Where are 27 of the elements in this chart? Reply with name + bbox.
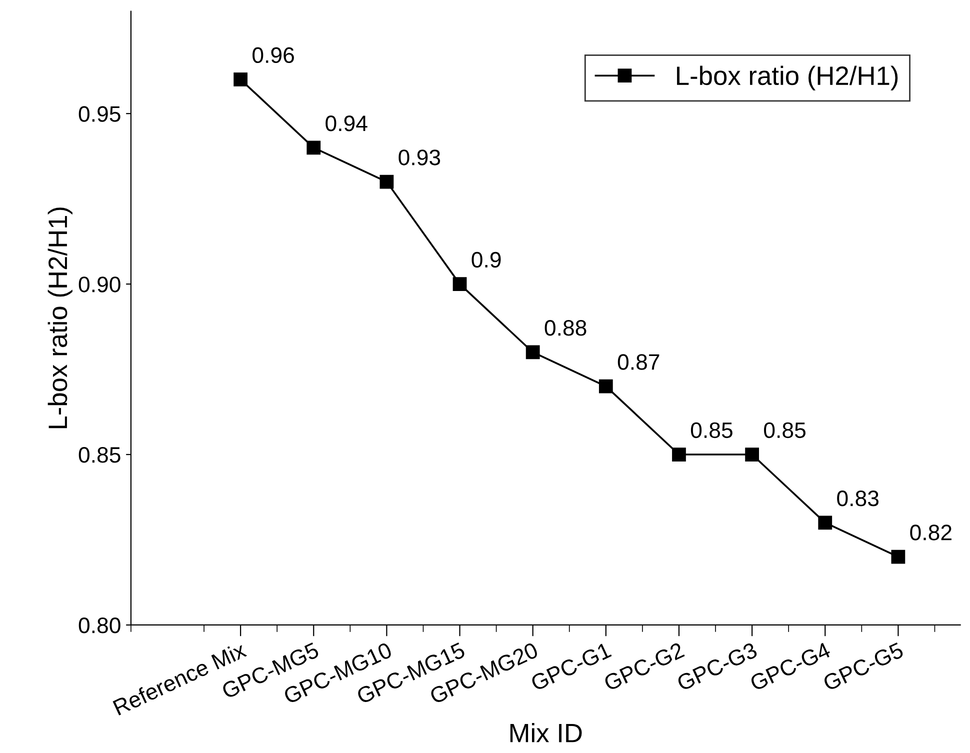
x-axis-title: Mix ID <box>510 723 582 742</box>
data-label: 0.83 <box>837 490 879 506</box>
point <box>598 379 613 394</box>
legend-label: L-box ratio (H2/H1) <box>677 66 898 90</box>
data-label: 0.85 <box>690 422 732 438</box>
point <box>380 174 394 189</box>
data-label: 0.88 <box>544 320 586 336</box>
point <box>818 516 832 530</box>
point <box>452 277 467 291</box>
data-label: 0.96 <box>252 47 294 64</box>
data-label: 0.87 <box>618 354 660 370</box>
point <box>306 140 321 155</box>
data-label: 0.9 <box>472 252 501 268</box>
point <box>891 550 906 564</box>
data-label: 0.82 <box>910 524 952 540</box>
data-label: 0.94 <box>326 115 368 132</box>
point <box>672 448 686 462</box>
point <box>745 448 759 462</box>
y-tick-label: 0.95 <box>78 106 120 122</box>
point <box>234 72 248 86</box>
y-axis-title: L-box ratio (H2/H1) <box>48 208 72 428</box>
data-label: 0.85 <box>764 422 806 438</box>
point <box>526 345 540 360</box>
y-tick-label: 0.90 <box>78 276 120 292</box>
data-label: 0.93 <box>398 150 440 166</box>
y-tick-label: 0.85 <box>78 447 120 463</box>
y-tick-label: 0.80 <box>78 618 120 634</box>
